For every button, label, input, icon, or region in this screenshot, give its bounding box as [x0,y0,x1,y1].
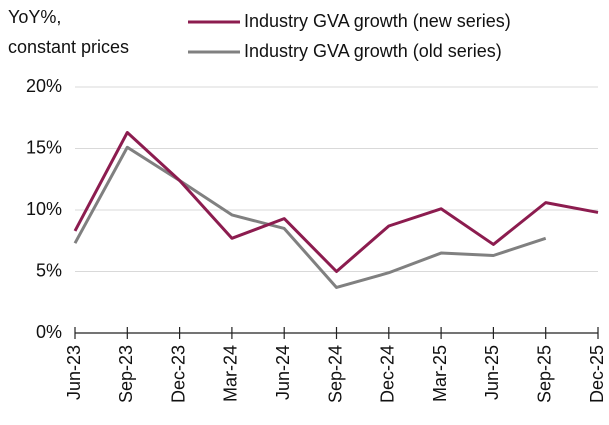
y-axis-label: constant prices [8,37,129,57]
series-line [73,145,547,289]
y-tick-label: 10% [26,199,62,219]
x-tick-label: Sep-24 [325,345,345,403]
x-tick-label: Dec-25 [587,345,607,403]
legend-label: Industry GVA growth (old series) [244,41,502,61]
series-line [73,131,599,273]
y-tick-label: 0% [36,322,62,342]
y-tick-label: 20% [26,76,62,96]
legend-label: Industry GVA growth (new series) [244,11,511,31]
y-axis-label: YoY%, [8,7,61,27]
x-tick-label: Jun-24 [273,345,293,400]
x-tick-label: Sep-25 [534,345,554,403]
y-tick-label: 5% [36,260,62,280]
y-tick-label: 15% [26,137,62,157]
x-tick-label: Dec-23 [168,345,188,403]
x-tick-label: Jun-25 [482,345,502,400]
x-tick-label: Dec-24 [378,345,398,403]
x-tick-label: Jun-23 [64,345,84,400]
x-tick-label: Mar-24 [221,345,241,402]
x-tick-label: Sep-23 [116,345,136,403]
x-tick-label: Mar-25 [430,345,450,402]
